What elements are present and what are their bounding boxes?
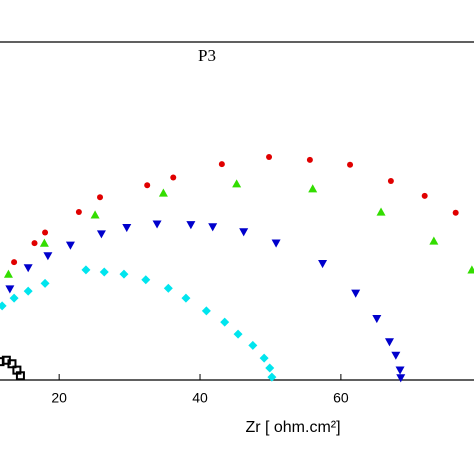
marker bbox=[267, 372, 277, 382]
marker bbox=[265, 363, 275, 373]
marker bbox=[75, 209, 82, 216]
marker bbox=[429, 236, 439, 245]
marker bbox=[144, 182, 151, 189]
marker bbox=[308, 184, 318, 193]
marker bbox=[372, 315, 382, 324]
marker bbox=[271, 239, 281, 248]
marker bbox=[239, 228, 249, 237]
marker bbox=[97, 194, 104, 201]
marker bbox=[396, 374, 406, 383]
chart-title: P3 bbox=[198, 46, 216, 65]
marker bbox=[119, 269, 129, 279]
marker bbox=[90, 210, 100, 219]
marker bbox=[158, 188, 168, 197]
marker bbox=[452, 209, 459, 216]
marker bbox=[141, 275, 151, 285]
marker bbox=[3, 269, 13, 278]
marker bbox=[232, 179, 242, 188]
marker bbox=[186, 221, 196, 230]
marker bbox=[163, 283, 173, 293]
marker bbox=[99, 267, 109, 277]
marker bbox=[220, 317, 230, 327]
marker bbox=[170, 174, 177, 181]
marker bbox=[9, 293, 19, 303]
marker bbox=[39, 238, 49, 247]
marker bbox=[391, 351, 401, 360]
marker bbox=[43, 252, 53, 261]
x-tick-label: 20 bbox=[51, 390, 67, 406]
marker bbox=[152, 220, 162, 229]
marker bbox=[11, 259, 18, 266]
marker bbox=[42, 229, 49, 236]
marker bbox=[0, 301, 7, 311]
marker bbox=[467, 265, 474, 274]
marker bbox=[7, 359, 17, 369]
marker bbox=[233, 329, 243, 339]
marker bbox=[248, 340, 258, 350]
marker bbox=[376, 207, 386, 216]
marker bbox=[23, 264, 33, 273]
marker bbox=[23, 286, 33, 296]
marker bbox=[387, 178, 394, 185]
x-tick-label: 40 bbox=[192, 390, 208, 406]
marker bbox=[395, 366, 405, 375]
marker bbox=[306, 156, 313, 163]
marker bbox=[181, 293, 191, 303]
marker bbox=[15, 371, 25, 381]
marker bbox=[122, 223, 132, 233]
marker bbox=[208, 223, 218, 232]
marker bbox=[65, 241, 75, 250]
marker bbox=[40, 278, 50, 288]
marker bbox=[96, 230, 106, 239]
marker bbox=[5, 285, 15, 294]
marker bbox=[351, 289, 361, 298]
marker bbox=[218, 161, 225, 168]
marker bbox=[318, 259, 328, 269]
marker bbox=[421, 192, 428, 199]
marker bbox=[259, 353, 269, 363]
marker bbox=[266, 154, 273, 161]
x-tick-label: 60 bbox=[333, 390, 349, 406]
marker bbox=[201, 306, 211, 316]
marker bbox=[384, 338, 394, 347]
x-axis-label: Zr [ ohm.cm²] bbox=[245, 419, 340, 436]
marker bbox=[81, 265, 91, 275]
marker bbox=[347, 161, 354, 168]
marker bbox=[31, 240, 38, 247]
